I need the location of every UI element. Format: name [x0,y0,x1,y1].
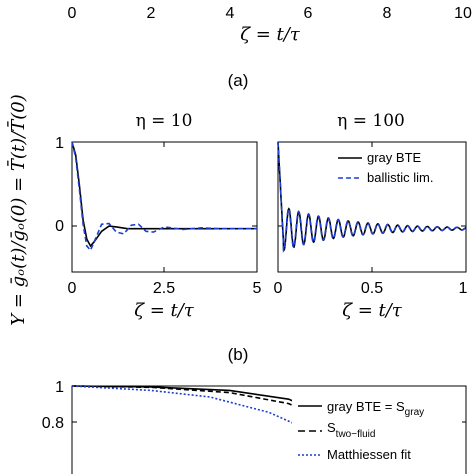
panel-a-xtick-2: 4 [226,5,235,22]
plot-eta-10: η = 10 0 2.5 5 1 0 ζ = t/τ [55,111,261,321]
plot-eta-10-title: η = 10 [136,111,193,131]
panel-a: 0 2 4 6 8 10 ζ = t/τ (a) [68,5,472,90]
legend-s-two-fluid-sub: two−fluid [336,429,376,440]
plot-decay-ytick-1: 1 [55,379,64,396]
legend-s-gray-label: gray BTE = Sgray [327,399,424,418]
plot-eta-100-xtick-0: 0 [274,280,283,297]
plot-decay-legend: gray BTE = Sgray Stwo−fluid Matthiessen … [298,399,424,462]
plot-eta-10-ytick-0: 0 [55,218,64,235]
panel-a-xtick-0: 0 [68,5,77,22]
legend-s-gray-sub: gray [405,407,424,418]
plot-eta-10-xtick-0: 0 [68,280,77,297]
panel-a-xtick-5: 10 [454,5,472,22]
panel-a-xtick-1: 2 [147,5,156,22]
legend-matthiessen-label: Matthiessen fit [327,447,411,462]
panel-b-label: (b) [228,345,249,364]
legend-s-gray-main: gray BTE = S [327,399,405,414]
plot-eta-10-xtick-1: 2.5 [153,280,175,297]
panel-b: Υ = ḡₒ(t)/ḡₒ(0) = T̄(t)/T̄(0) η = 10 0 2… [6,94,468,364]
panel-b-ylabel: Υ = ḡₒ(t)/ḡₒ(0) = T̄(t)/T̄(0) [6,94,29,326]
plot-eta-10-xtick-2: 5 [253,280,262,297]
legend-gray-bte-label: gray BTE [367,150,422,165]
plot-eta-10-ytick-1: 1 [55,135,64,152]
plot-decay-ytick-0: 0.8 [42,415,64,432]
plot-decay-series-2 [71,385,365,474]
plot-decay: 1 0.8 gray BTE = Sgray Stwo−fluid Matthi… [42,379,467,474]
legend-s-two-fluid-main: S [327,420,336,435]
panel-a-xtick-4: 8 [383,5,392,22]
legend-s-two-fluid-label: Stwo−fluid [327,420,375,440]
plot-eta-100-series-1 [277,141,467,253]
plot-eta-100-xtick-2: 1 [459,280,468,297]
plot-decay-frame [71,385,467,474]
panel-a-label: (a) [228,71,249,90]
plot-eta-10-frame [71,141,258,273]
plot-decay-series-1 [71,385,385,474]
plot-eta-100: η = 100 0 0.5 1 ζ = t/τ gray BTE ballist… [274,111,468,321]
plot-eta-100-xtick-1: 0.5 [361,280,383,297]
legend-ballistic-label: ballistic lim. [367,170,433,185]
plot-eta-10-series-1 [71,141,257,252]
plot-eta-10-xlabel: ζ = t/τ [134,300,195,321]
plot-eta-100-xlabel: ζ = t/τ [342,300,403,321]
panel-a-xtick-3: 6 [304,5,313,22]
plot-eta-100-title: η = 100 [337,111,405,131]
plot-eta-100-legend: gray BTE ballistic lim. [338,150,433,185]
panel-a-xlabel: ζ = t/τ [240,24,301,45]
